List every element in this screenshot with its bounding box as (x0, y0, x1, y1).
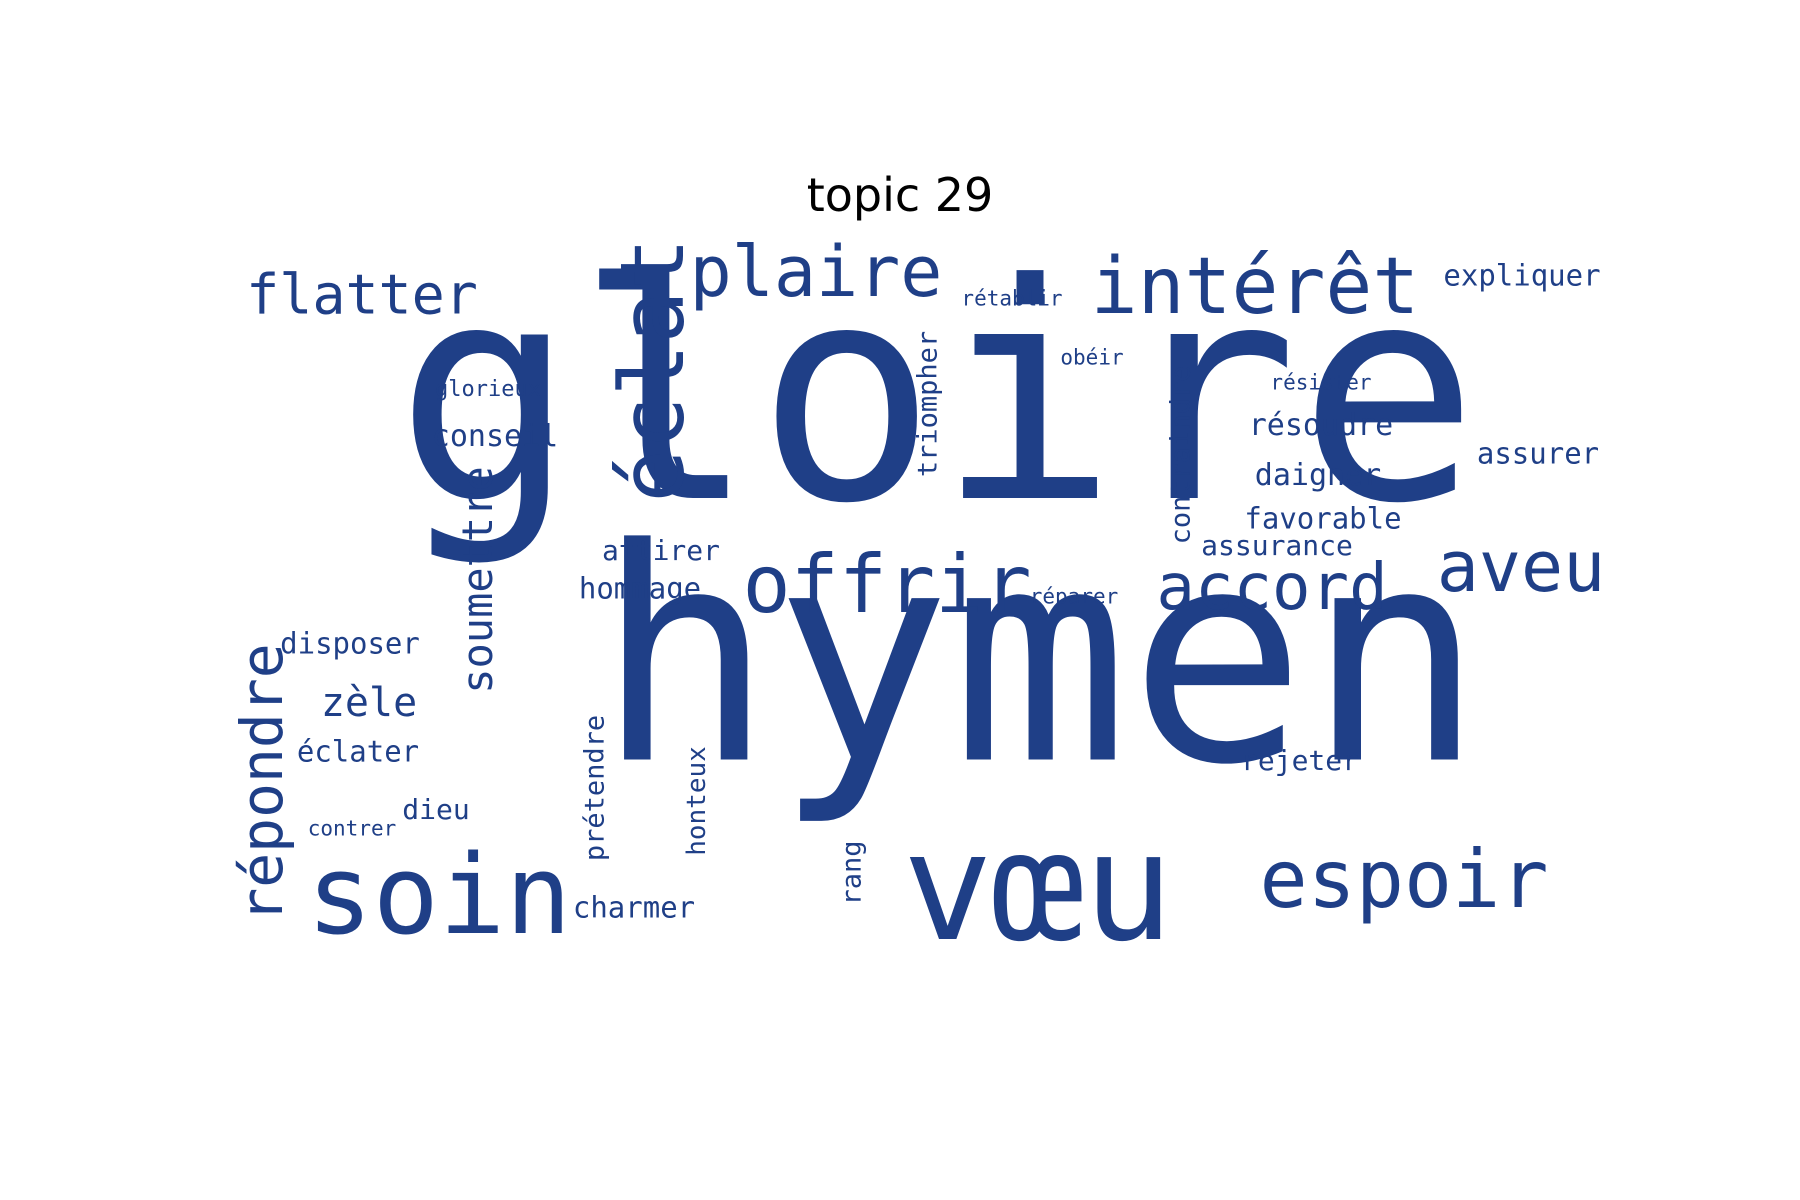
cloud-word-accord: accord (1156, 551, 1388, 625)
cloud-word-aveu: aveu (1436, 526, 1606, 608)
cloud-word-assurance: assurance (1201, 529, 1353, 562)
cloud-word-repondre: répondre (228, 643, 296, 923)
cloud-word-rejeter: rejeter (1240, 744, 1360, 777)
cloud-word-eclat: éclat (601, 237, 704, 503)
cloud-word-dieu: dieu (402, 793, 470, 826)
cloud-word-gloire: gloire (395, 220, 1479, 569)
cloud-word-obeir: obéir (1060, 345, 1124, 370)
cloud-word-attirer: attirer (601, 534, 721, 567)
cloud-word-expliquer: expliquer (1443, 258, 1601, 293)
cloud-word-espoir: espoir (1259, 833, 1549, 926)
cloud-word-hommage: hommage (578, 571, 702, 606)
cloud-word-reparer: réparer (1029, 584, 1119, 609)
cloud-word-resoudre: résoudre (1248, 408, 1394, 443)
cloud-word-retablir: rétablir (961, 286, 1063, 311)
cloud-word-hymen: hymen (595, 485, 1485, 830)
cloud-word-honteux: honteux (682, 746, 712, 856)
cloud-word-rang: rang (836, 840, 868, 906)
cloud-word-eclater: éclater (296, 734, 420, 769)
cloud-word-daigner: daigner (1254, 458, 1382, 493)
cloud-word-assurer: assurer (1476, 436, 1600, 471)
cloud-word-contraindre: contraindre (1165, 365, 1197, 545)
cloud-word-soin: soin (306, 831, 572, 959)
cloud-word-favorable: favorable (1244, 501, 1402, 536)
cloud-word-voeu: vœu (902, 801, 1174, 975)
cloud-word-contrer: contrer (307, 816, 397, 841)
cloud-word-disposer: disposer (280, 626, 420, 661)
cloud-word-pretendre: prétendre (579, 714, 611, 862)
cloud-word-glorieux: glorieux (435, 377, 541, 402)
cloud-word-flatter: flatter (246, 262, 478, 327)
cloud-word-offrir: offrir (742, 538, 1032, 631)
cloud-word-charmer: charmer (572, 890, 696, 925)
cloud-word-zele: zèle (320, 680, 418, 726)
cloud-word-conseil: conseil (431, 419, 559, 454)
cloud-word-triompher: triompher (912, 330, 944, 478)
figure-title: topic 29 (806, 168, 994, 222)
cloud-word-plaire: plaire (689, 231, 943, 313)
cloud-word-soumettre: soumettre (453, 466, 502, 694)
cloud-word-resister: résister (1270, 370, 1372, 395)
cloud-word-interet: intérêt (1090, 242, 1420, 332)
